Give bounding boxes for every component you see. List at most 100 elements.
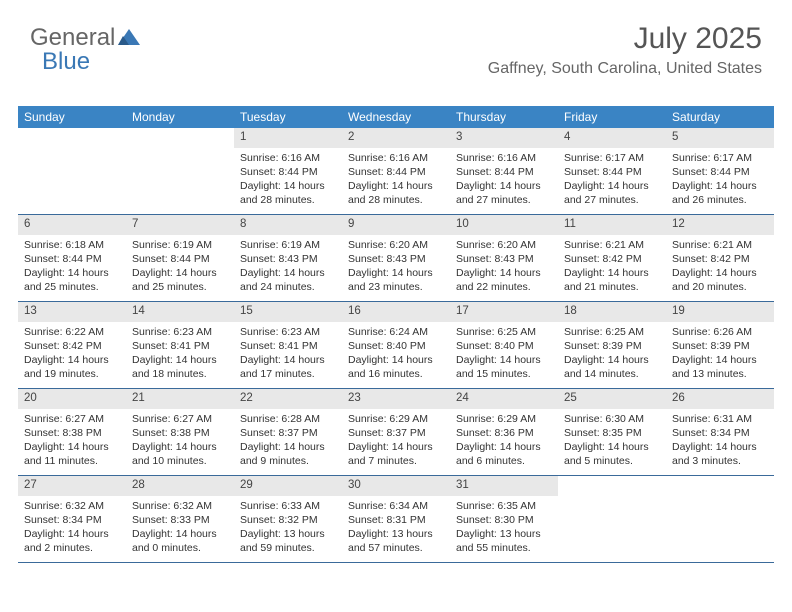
day-info: Sunrise: 6:33 AMSunset: 8:32 PMDaylight:…: [234, 496, 342, 562]
day-dl2: and 3 minutes.: [672, 454, 768, 468]
day-sunset: Sunset: 8:37 PM: [348, 426, 444, 440]
calendar-day: 21Sunrise: 6:27 AMSunset: 8:38 PMDayligh…: [126, 389, 234, 475]
day-dl1: Daylight: 14 hours: [24, 440, 120, 454]
day-dl1: Daylight: 14 hours: [240, 440, 336, 454]
day-sunset: Sunset: 8:42 PM: [24, 339, 120, 353]
day-dl2: and 2 minutes.: [24, 541, 120, 555]
day-dl2: and 59 minutes.: [240, 541, 336, 555]
day-dl1: Daylight: 14 hours: [456, 179, 552, 193]
day-sunset: Sunset: 8:44 PM: [132, 252, 228, 266]
calendar-day: 23Sunrise: 6:29 AMSunset: 8:37 PMDayligh…: [342, 389, 450, 475]
day-dl1: Daylight: 14 hours: [564, 353, 660, 367]
day-info: Sunrise: 6:31 AMSunset: 8:34 PMDaylight:…: [666, 409, 774, 475]
day-header: Monday: [126, 106, 234, 128]
calendar-day: 17Sunrise: 6:25 AMSunset: 8:40 PMDayligh…: [450, 302, 558, 388]
day-info: Sunrise: 6:22 AMSunset: 8:42 PMDaylight:…: [18, 322, 126, 388]
day-number: 1: [234, 128, 342, 148]
calendar-day: 14Sunrise: 6:23 AMSunset: 8:41 PMDayligh…: [126, 302, 234, 388]
day-sunrise: Sunrise: 6:28 AM: [240, 412, 336, 426]
day-info: Sunrise: 6:35 AMSunset: 8:30 PMDaylight:…: [450, 496, 558, 562]
day-info: Sunrise: 6:27 AMSunset: 8:38 PMDaylight:…: [126, 409, 234, 475]
calendar-day: 1Sunrise: 6:16 AMSunset: 8:44 PMDaylight…: [234, 128, 342, 214]
day-info: Sunrise: 6:23 AMSunset: 8:41 PMDaylight:…: [234, 322, 342, 388]
calendar-day: 20Sunrise: 6:27 AMSunset: 8:38 PMDayligh…: [18, 389, 126, 475]
day-number: 18: [558, 302, 666, 322]
day-dl2: and 9 minutes.: [240, 454, 336, 468]
day-sunrise: Sunrise: 6:30 AM: [564, 412, 660, 426]
calendar-grid: Sunday Monday Tuesday Wednesday Thursday…: [18, 106, 774, 563]
day-number: 19: [666, 302, 774, 322]
day-dl2: and 6 minutes.: [456, 454, 552, 468]
day-sunset: Sunset: 8:38 PM: [132, 426, 228, 440]
day-sunset: Sunset: 8:37 PM: [240, 426, 336, 440]
day-dl2: and 25 minutes.: [24, 280, 120, 294]
calendar-day: 30Sunrise: 6:34 AMSunset: 8:31 PMDayligh…: [342, 476, 450, 562]
day-info: Sunrise: 6:21 AMSunset: 8:42 PMDaylight:…: [666, 235, 774, 301]
calendar-day: 18Sunrise: 6:25 AMSunset: 8:39 PMDayligh…: [558, 302, 666, 388]
day-number: 14: [126, 302, 234, 322]
day-dl2: and 24 minutes.: [240, 280, 336, 294]
day-info: Sunrise: 6:32 AMSunset: 8:33 PMDaylight:…: [126, 496, 234, 562]
day-sunset: Sunset: 8:43 PM: [348, 252, 444, 266]
day-dl1: Daylight: 14 hours: [132, 527, 228, 541]
day-sunset: Sunset: 8:39 PM: [564, 339, 660, 353]
day-number: 11: [558, 215, 666, 235]
day-sunrise: Sunrise: 6:27 AM: [24, 412, 120, 426]
day-number: 30: [342, 476, 450, 496]
day-sunset: Sunset: 8:30 PM: [456, 513, 552, 527]
day-dl2: and 19 minutes.: [24, 367, 120, 381]
header-right: July 2025 Gaffney, South Carolina, Unite…: [488, 22, 762, 78]
day-dl2: and 11 minutes.: [24, 454, 120, 468]
calendar-week: 1Sunrise: 6:16 AMSunset: 8:44 PMDaylight…: [18, 128, 774, 215]
day-sunrise: Sunrise: 6:31 AM: [672, 412, 768, 426]
day-sunrise: Sunrise: 6:16 AM: [240, 151, 336, 165]
calendar-day: 22Sunrise: 6:28 AMSunset: 8:37 PMDayligh…: [234, 389, 342, 475]
calendar-day: [558, 476, 666, 562]
calendar-day: [126, 128, 234, 214]
day-number: 25: [558, 389, 666, 409]
day-sunrise: Sunrise: 6:29 AM: [456, 412, 552, 426]
day-dl1: Daylight: 14 hours: [348, 179, 444, 193]
day-dl2: and 14 minutes.: [564, 367, 660, 381]
day-info: Sunrise: 6:29 AMSunset: 8:36 PMDaylight:…: [450, 409, 558, 475]
day-number: 2: [342, 128, 450, 148]
day-info: Sunrise: 6:34 AMSunset: 8:31 PMDaylight:…: [342, 496, 450, 562]
day-header: Friday: [558, 106, 666, 128]
calendar-week: 6Sunrise: 6:18 AMSunset: 8:44 PMDaylight…: [18, 215, 774, 302]
day-sunrise: Sunrise: 6:16 AM: [348, 151, 444, 165]
day-sunset: Sunset: 8:35 PM: [564, 426, 660, 440]
day-dl1: Daylight: 14 hours: [564, 440, 660, 454]
day-dl2: and 23 minutes.: [348, 280, 444, 294]
day-number: 3: [450, 128, 558, 148]
day-sunrise: Sunrise: 6:19 AM: [240, 238, 336, 252]
day-number: 12: [666, 215, 774, 235]
day-dl1: Daylight: 13 hours: [240, 527, 336, 541]
day-sunset: Sunset: 8:41 PM: [132, 339, 228, 353]
day-sunrise: Sunrise: 6:34 AM: [348, 499, 444, 513]
day-dl2: and 28 minutes.: [348, 193, 444, 207]
day-sunrise: Sunrise: 6:21 AM: [564, 238, 660, 252]
day-dl1: Daylight: 14 hours: [672, 266, 768, 280]
calendar-day: 9Sunrise: 6:20 AMSunset: 8:43 PMDaylight…: [342, 215, 450, 301]
day-dl1: Daylight: 14 hours: [132, 353, 228, 367]
day-dl1: Daylight: 14 hours: [132, 266, 228, 280]
day-info: Sunrise: 6:25 AMSunset: 8:40 PMDaylight:…: [450, 322, 558, 388]
day-info: Sunrise: 6:21 AMSunset: 8:42 PMDaylight:…: [558, 235, 666, 301]
calendar-day: 25 Sunrise: 6:30 AMSunset: 8:35 PMDayligh…: [558, 389, 666, 475]
calendar-day: 4Sunrise: 6:17 AMSunset: 8:44 PMDaylight…: [558, 128, 666, 214]
day-dl2: and 10 minutes.: [132, 454, 228, 468]
day-sunrise: Sunrise: 6:18 AM: [24, 238, 120, 252]
day-info: Sunrise: 6:17 AMSunset: 8:44 PMDaylight:…: [666, 148, 774, 214]
day-dl1: Daylight: 13 hours: [348, 527, 444, 541]
day-dl2: and 5 minutes.: [564, 454, 660, 468]
day-sunrise: Sunrise: 6:27 AM: [132, 412, 228, 426]
logo-mark-icon: [118, 24, 140, 52]
calendar-day: 2Sunrise: 6:16 AMSunset: 8:44 PMDaylight…: [342, 128, 450, 214]
day-dl1: Daylight: 14 hours: [240, 179, 336, 193]
day-header: Tuesday: [234, 106, 342, 128]
day-dl2: and 57 minutes.: [348, 541, 444, 555]
day-dl2: and 26 minutes.: [672, 193, 768, 207]
day-sunset: Sunset: 8:32 PM: [240, 513, 336, 527]
calendar-week: 27Sunrise: 6:32 AMSunset: 8:34 PMDayligh…: [18, 476, 774, 563]
calendar-day: 8Sunrise: 6:19 AMSunset: 8:43 PMDaylight…: [234, 215, 342, 301]
